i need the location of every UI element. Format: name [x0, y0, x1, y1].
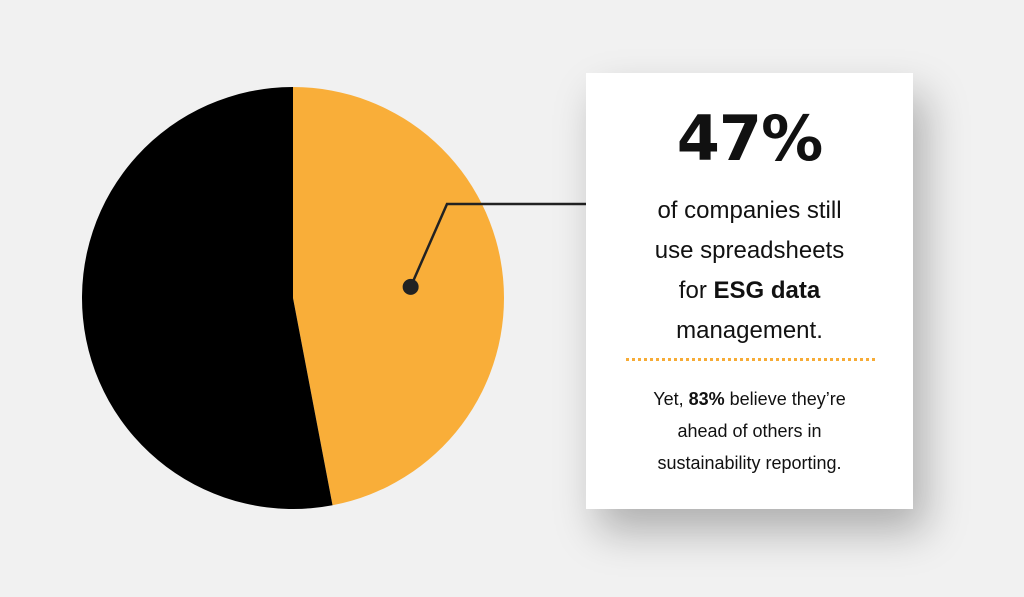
pie-slice-1: [82, 87, 333, 509]
description-line-3: for ESG data: [606, 271, 893, 311]
leader-dot: [402, 278, 419, 295]
pie-slices: [82, 86, 505, 509]
description-line-2: use spreadsheets: [654, 237, 845, 264]
secondary-pre: Yet,: [653, 389, 689, 409]
leader-line: [409, 202, 586, 288]
description-line-4: management.: [676, 317, 823, 344]
secondary-line-1: Yet, 83% believe they’re: [606, 383, 893, 415]
secondary-line-2: ahead of others in: [677, 421, 822, 441]
secondary-post: believe they’re: [724, 389, 846, 409]
stat-description: of companies still use spreadsheets for …: [606, 191, 893, 351]
description-line-1: of companies still: [657, 197, 842, 224]
secondary-line-3: sustainability reporting.: [657, 453, 842, 473]
secondary-highlight: 83%: [688, 389, 725, 409]
secondary-stat: Yet, 83% believe they’re ahead of others…: [606, 383, 893, 479]
stat-value: 47%: [676, 102, 823, 175]
description-line-3-pre: for: [678, 277, 714, 304]
dotted-divider: [626, 358, 875, 361]
description-highlight: ESG data: [713, 277, 821, 304]
pie-slice-0: [293, 86, 505, 506]
callout-card: 47% of companies still use spreadsheets …: [586, 73, 913, 509]
